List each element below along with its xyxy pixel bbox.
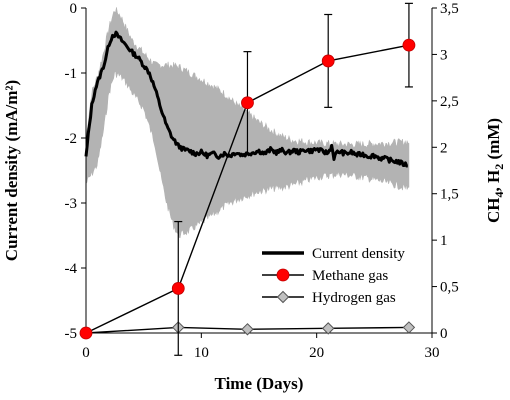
methane-gas-point (171, 282, 185, 295)
hydrogen-gas-point (321, 322, 335, 335)
y-right-tick-label: 2,5 (440, 94, 459, 110)
legend-hydrogen-label: Hydrogen gas (312, 290, 396, 306)
axis-titles: Time (Days) Current density (mA/m²) CH4, H… (2, 80, 506, 393)
y-left-tick-label: -3 (65, 196, 78, 212)
legend-methane-label: Methane gas (312, 268, 388, 284)
methane-gas-point (79, 326, 93, 340)
y-left-tick-label: -2 (65, 131, 78, 147)
x-tick-label: 10 (194, 345, 209, 361)
legend-methane-swatch-marker (276, 268, 290, 282)
axes-layer: -5 -4 -3 -2 -1 0 0 0,5 1 1,5 2 2,5 3 3,5 0 10 20 30 (65, 1, 459, 361)
series-layer (79, 2, 416, 356)
legend: Current density Methane gas Hydrogen gas (262, 246, 405, 306)
y-axis-right-title-part: (mM) (484, 118, 503, 164)
x-tick-label: 30 (425, 345, 440, 361)
legend-current-density-label: Current density (312, 246, 405, 262)
y-right-tick-label: 3 (440, 47, 448, 63)
y-left-tick-label: -5 (65, 326, 78, 342)
y-axis-right-title-part: 2 (492, 164, 506, 170)
methane-gas-point (241, 96, 254, 110)
y-axis-right-title-part: , H (484, 170, 503, 192)
y-right-tick-label: 0 (440, 326, 448, 342)
methane-gas-point (402, 38, 416, 52)
y-axis-right-title-part: 4 (492, 192, 506, 198)
y-left-tick-label: 0 (70, 1, 78, 17)
x-tick-label: 0 (82, 345, 90, 361)
y-left-tick-label: -4 (65, 261, 78, 277)
y-right-tick-label: 3,5 (440, 1, 459, 17)
y-axis-right-title: CH4, H2 (mM) (484, 118, 506, 223)
x-tick-label: 20 (309, 345, 324, 361)
hydrogen-gas-point (402, 321, 416, 334)
y-right-tick-label: 1,5 (440, 187, 459, 203)
methane-gas-point (321, 54, 335, 68)
y-axis-right-title-part: CH (484, 198, 503, 224)
x-axis-title: Time (Days) (215, 374, 304, 393)
legend-hydrogen-swatch-marker (276, 290, 290, 304)
y-right-tick-label: 0,5 (440, 280, 459, 296)
y-right-tick-label: 1 (440, 233, 448, 249)
y-axis-left-title: Current density (mA/m²) (2, 80, 21, 261)
y-right-tick-label: 2 (440, 140, 448, 156)
hydrogen-gas-point (241, 323, 254, 336)
y-left-tick-label: -1 (65, 66, 78, 82)
